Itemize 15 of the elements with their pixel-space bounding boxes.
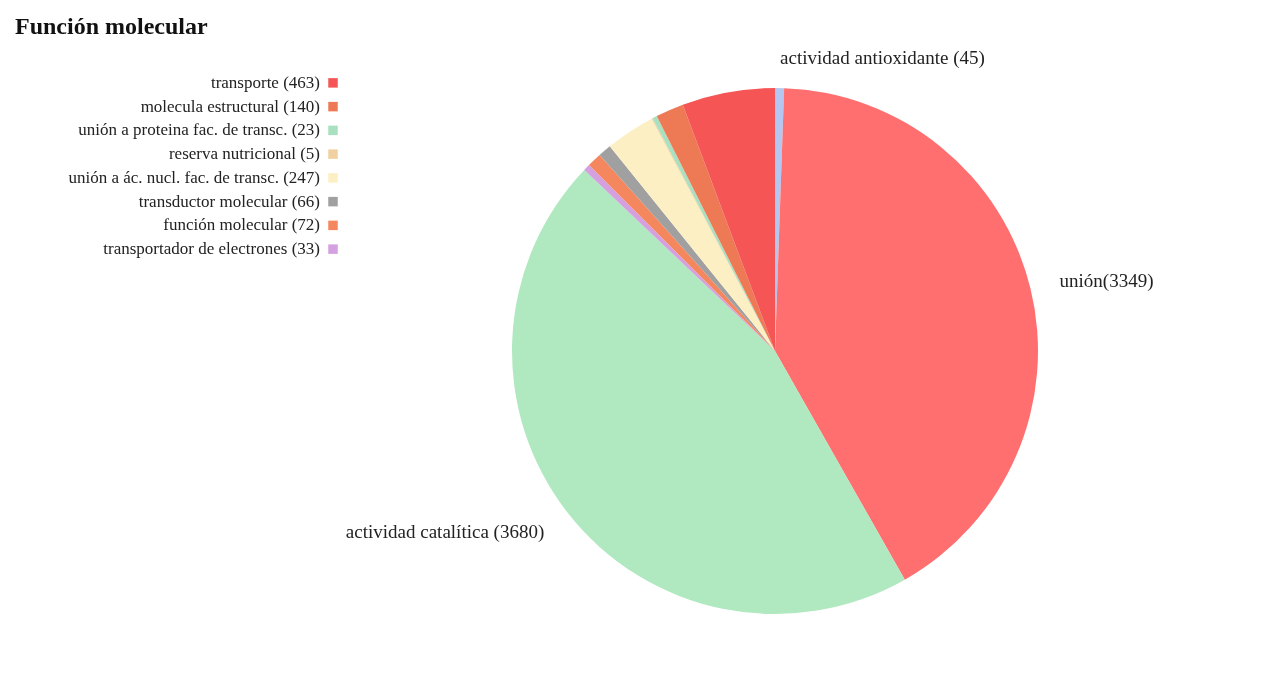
legend-label: transductor molecular (66) — [138, 191, 320, 211]
legend-label: unión a ác. nucl. fac. de transc. (247) — [68, 167, 320, 187]
legend-label: unión a proteina fac. de transc. (23) — [78, 120, 320, 140]
slice-label: actividad antioxidante (45) — [780, 47, 985, 70]
legend-label: transportador de electrones (33) — [103, 239, 320, 259]
slice-label: unión(3349) — [1059, 270, 1154, 293]
legend-label: transporte (463) — [210, 72, 320, 92]
chart-title: Función molecular — [15, 13, 208, 40]
legend-label: función molecular (72) — [163, 215, 320, 235]
pie-slice — [775, 88, 1038, 580]
pie-slice — [609, 118, 775, 351]
legend-label: reserva nutricional (5) — [168, 144, 320, 164]
pie-slice — [682, 88, 775, 351]
legend-label: molecula estructural (140) — [140, 96, 320, 116]
slice-label: actividad catalítica (3680) — [345, 520, 545, 543]
